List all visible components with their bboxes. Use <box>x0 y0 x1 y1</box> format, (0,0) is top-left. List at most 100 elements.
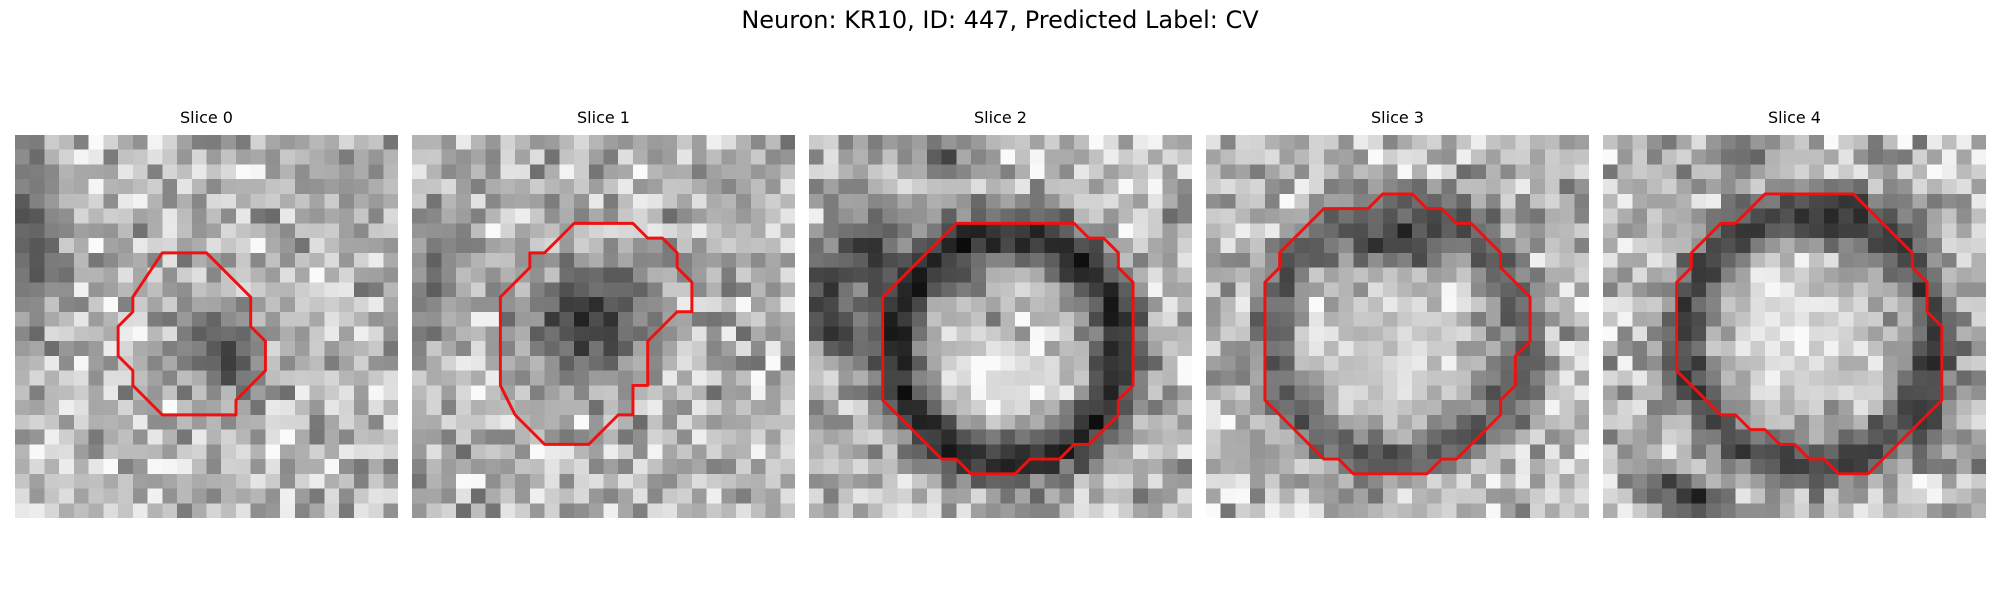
pixel <box>809 341 825 357</box>
pixel <box>1603 164 1619 180</box>
pixel <box>1897 370 1913 386</box>
pixel <box>706 355 722 371</box>
pixel <box>1941 208 1957 224</box>
pixel <box>59 297 75 313</box>
pixel <box>324 341 340 357</box>
pixel <box>515 282 531 298</box>
pixel <box>235 193 251 209</box>
pixel <box>221 503 237 518</box>
pixel <box>1426 429 1442 445</box>
cell-contour <box>881 221 1135 476</box>
pixel <box>1765 459 1781 475</box>
pixel <box>1059 208 1075 224</box>
pixel <box>750 488 766 504</box>
pixel <box>15 370 31 386</box>
pixel <box>456 135 472 151</box>
pixel <box>368 503 384 518</box>
pixel <box>956 429 972 445</box>
pixel <box>632 193 648 209</box>
pixel <box>103 473 119 489</box>
pixel <box>867 503 883 518</box>
pixel <box>1059 488 1075 504</box>
pixel <box>1603 414 1619 430</box>
pixel <box>706 193 722 209</box>
pixel <box>339 164 355 180</box>
pixel <box>265 252 281 268</box>
pixel <box>912 223 928 239</box>
pixel <box>280 355 296 371</box>
pixel <box>529 282 545 298</box>
pixel <box>1897 179 1913 195</box>
pixel <box>500 429 516 445</box>
pixel <box>1353 297 1369 313</box>
pixel <box>1015 193 1031 209</box>
pixel <box>971 223 987 239</box>
pixel <box>265 164 281 180</box>
pixel <box>339 444 355 460</box>
pixel <box>662 341 678 357</box>
pixel <box>1206 355 1222 371</box>
pixel <box>750 135 766 151</box>
pixel <box>250 459 266 475</box>
pixel <box>1015 297 1031 313</box>
pixel <box>1823 193 1839 209</box>
pixel <box>1617 326 1633 342</box>
pixel <box>1853 400 1869 416</box>
pixel <box>985 326 1001 342</box>
pixel <box>706 459 722 475</box>
pixel <box>103 370 119 386</box>
pixel <box>1133 459 1149 475</box>
pixel <box>912 414 928 430</box>
pixel <box>1823 238 1839 254</box>
pixel <box>1676 503 1692 518</box>
pixel <box>588 223 604 239</box>
pixel <box>853 311 869 327</box>
pixel <box>1279 385 1295 401</box>
pixel <box>1706 135 1722 151</box>
pixel <box>132 429 148 445</box>
pixel <box>1661 149 1677 165</box>
pixel <box>1397 355 1413 371</box>
pixel <box>103 135 119 151</box>
pixel <box>941 252 957 268</box>
pixel <box>118 193 134 209</box>
pixel <box>1088 503 1104 518</box>
pixel <box>1617 414 1633 430</box>
pixel <box>353 282 369 298</box>
pixel <box>618 223 634 239</box>
pixel <box>1941 252 1957 268</box>
pixel <box>118 341 134 357</box>
pixel <box>1750 282 1766 298</box>
pixel <box>500 164 516 180</box>
pixel <box>456 149 472 165</box>
pixel <box>1485 355 1501 371</box>
pixel <box>1838 355 1854 371</box>
pixel <box>956 503 972 518</box>
pixel <box>1264 473 1280 489</box>
pixel <box>1206 311 1222 327</box>
pixel <box>750 193 766 209</box>
pixel <box>1133 414 1149 430</box>
pixel <box>971 355 987 371</box>
pixel <box>1603 297 1619 313</box>
pixel <box>88 459 104 475</box>
pixel <box>250 238 266 254</box>
pixel <box>632 267 648 283</box>
pixel <box>368 223 384 239</box>
pixel <box>1647 311 1663 327</box>
pixel <box>1779 355 1795 371</box>
pixel <box>882 311 898 327</box>
pixel <box>618 503 634 518</box>
pixel <box>426 326 442 342</box>
pixel <box>1735 135 1751 151</box>
pixel <box>162 282 178 298</box>
pixel <box>29 385 45 401</box>
pixel <box>618 459 634 475</box>
pixel <box>677 355 693 371</box>
pixel <box>1412 459 1428 475</box>
pixel <box>1220 341 1236 357</box>
pixel <box>1647 267 1663 283</box>
pixel <box>1691 179 1707 195</box>
pixel <box>985 252 1001 268</box>
pixel <box>1000 252 1016 268</box>
